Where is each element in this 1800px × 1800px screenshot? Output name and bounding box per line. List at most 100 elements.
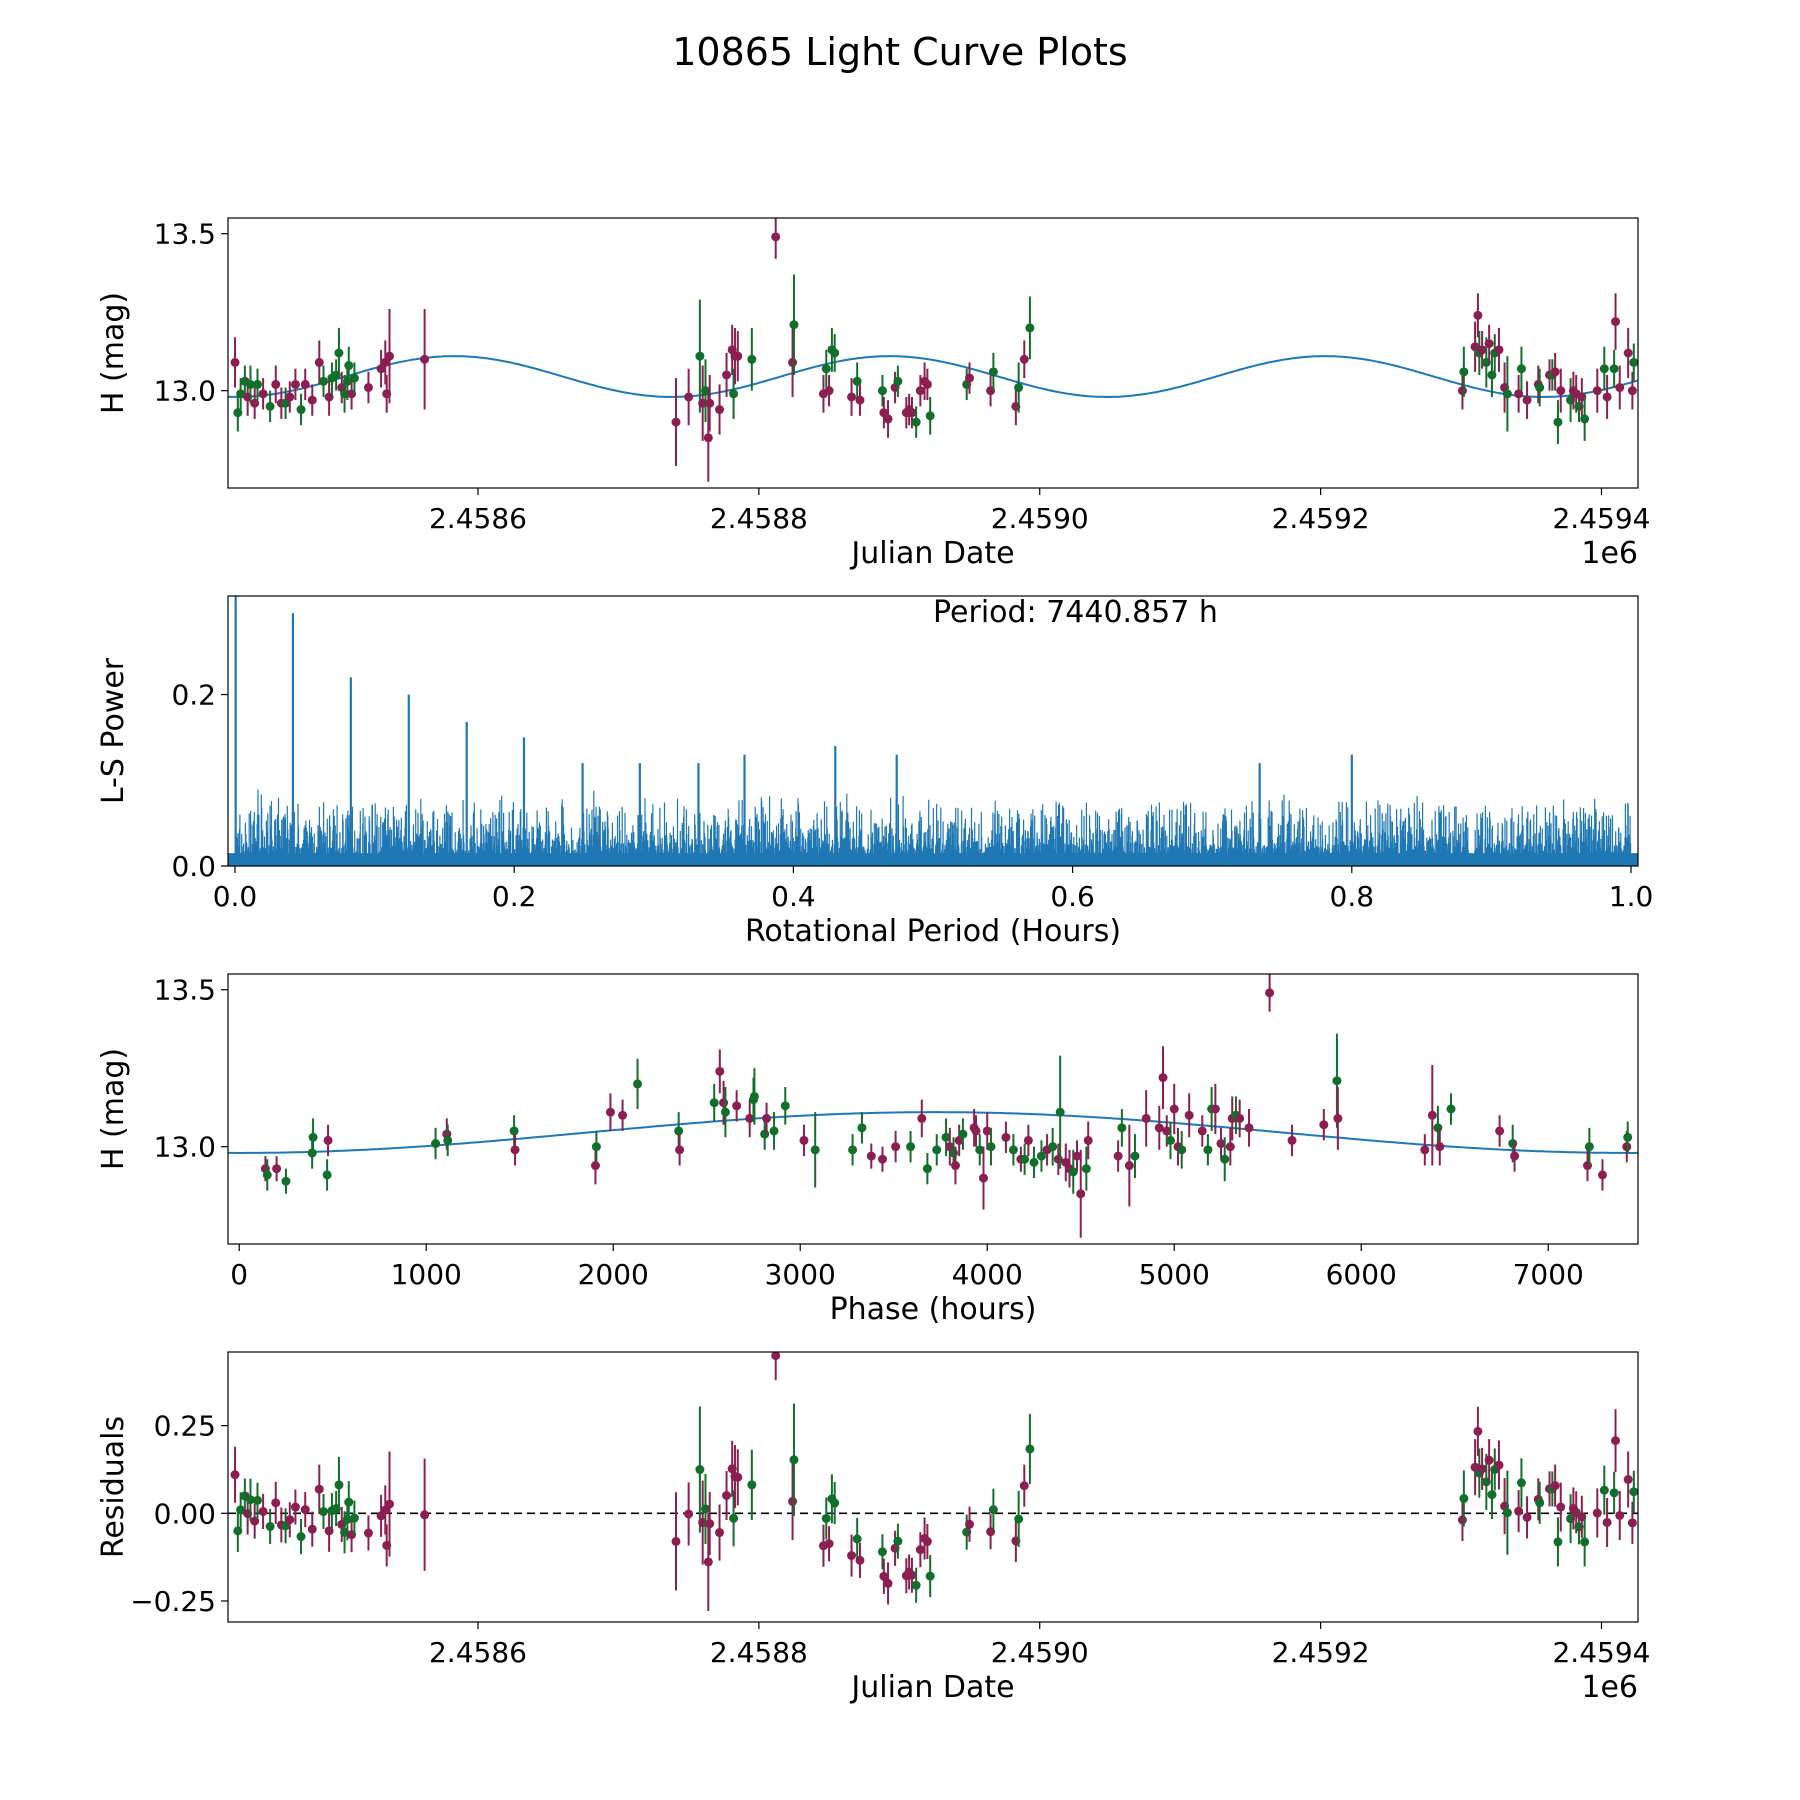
data-point <box>1427 1110 1437 1120</box>
data-point <box>296 405 306 415</box>
data-point <box>236 389 246 399</box>
data-point <box>1487 370 1497 380</box>
data-point <box>700 1504 710 1514</box>
data-point <box>1025 323 1035 333</box>
data-point <box>732 1101 742 1111</box>
data-point <box>1502 1508 1512 1518</box>
data-point <box>847 1551 857 1561</box>
x-axis-label: Julian Date <box>849 536 1014 571</box>
data-point <box>285 1515 295 1525</box>
data-point <box>932 1145 942 1155</box>
data-point <box>230 1470 240 1480</box>
data-point <box>705 398 715 408</box>
data-point <box>922 379 932 389</box>
data-point <box>1592 1508 1602 1518</box>
data-point <box>1225 1142 1235 1152</box>
data-point <box>1611 317 1621 327</box>
data-point <box>1319 1120 1329 1130</box>
data-point <box>982 1126 992 1136</box>
data-point <box>1484 1455 1494 1465</box>
y-tick-label: 0.0 <box>171 850 216 883</box>
data-point <box>830 348 840 358</box>
data-point <box>334 348 344 358</box>
y-axis-label: H (mag) <box>96 292 131 414</box>
data-point <box>1535 1498 1545 1508</box>
data-point <box>891 1142 901 1152</box>
data-point <box>349 373 359 383</box>
data-point <box>1535 383 1545 393</box>
data-point <box>1265 988 1275 998</box>
data-point <box>385 1499 395 1509</box>
data-point <box>830 1498 840 1508</box>
data-point <box>1516 1478 1526 1488</box>
data-point <box>857 1123 867 1133</box>
data-point <box>671 417 681 427</box>
data-point <box>314 1484 324 1494</box>
axes-frame <box>227 595 1639 867</box>
data-point <box>285 392 295 402</box>
data-point <box>788 1496 798 1506</box>
data-point <box>318 1507 328 1517</box>
data-point <box>245 379 255 389</box>
x-axis-label: Rotational Period (Hours) <box>745 914 1121 949</box>
data-point <box>1048 1142 1058 1152</box>
data-point <box>1244 1123 1254 1133</box>
data-point <box>633 1079 643 1089</box>
data-point <box>1516 364 1526 374</box>
data-point <box>1036 1151 1046 1161</box>
data-point <box>1602 392 1612 402</box>
data-point <box>1627 386 1637 396</box>
data-point <box>821 1513 831 1523</box>
data-point <box>1162 1126 1172 1136</box>
x-tick-label: 6000 <box>1326 1258 1397 1291</box>
data-point <box>722 370 732 380</box>
data-point <box>906 1142 916 1152</box>
y-tick-label: 0.00 <box>154 1497 216 1530</box>
data-point <box>824 1539 834 1549</box>
fit-curve <box>228 355 1638 399</box>
data-point <box>1433 1123 1443 1133</box>
data-point <box>1023 1135 1033 1145</box>
data-point <box>877 1547 887 1557</box>
data-point <box>233 408 243 418</box>
figure-title: 10865 Light Curve Plots <box>672 30 1127 74</box>
data-point <box>1055 1107 1065 1117</box>
data-point <box>252 1495 262 1505</box>
data-point <box>700 386 710 396</box>
x-tick-label: 2.4590 <box>991 502 1089 535</box>
data-point <box>605 1107 615 1117</box>
phase-folded-axes: 0 1000 2000 3000 4000 5000 6000 7000 13.0 13.5 Pha… <box>96 973 1639 1327</box>
data-point <box>821 364 831 374</box>
data-point <box>1502 389 1512 399</box>
data-point <box>747 1480 757 1490</box>
data-point <box>1420 1145 1430 1155</box>
data-point <box>674 1126 684 1136</box>
data-point <box>1130 1151 1140 1161</box>
data-point <box>245 1495 255 1505</box>
y-axis-label: H (mag) <box>96 1048 131 1170</box>
data-point <box>252 379 262 389</box>
data-point <box>1332 1076 1342 1086</box>
data-point <box>1014 1514 1024 1524</box>
x-tick-label: 2.4594 <box>1552 502 1650 535</box>
x-tick-label: 3000 <box>765 1258 836 1291</box>
data-point <box>1177 1145 1187 1155</box>
x-axis-offset-label: 1e6 <box>1581 536 1638 571</box>
data-point <box>1583 1161 1593 1171</box>
data-point <box>883 1578 893 1588</box>
data-point <box>925 1571 935 1581</box>
data-point <box>1553 417 1563 427</box>
data-point <box>922 1164 932 1174</box>
data-point <box>1081 1164 1091 1174</box>
data-point <box>715 1066 725 1076</box>
data-point <box>1599 364 1609 374</box>
data-point <box>852 1534 862 1544</box>
data-point <box>1459 1493 1469 1503</box>
period-annotation: Period: 7440.857 h <box>933 595 1218 630</box>
data-point <box>703 1557 713 1567</box>
data-point <box>893 1536 903 1546</box>
data-point <box>855 395 865 405</box>
periodogram-floor <box>228 853 1638 866</box>
data-point <box>307 395 317 405</box>
axes-frame <box>227 973 1639 1245</box>
